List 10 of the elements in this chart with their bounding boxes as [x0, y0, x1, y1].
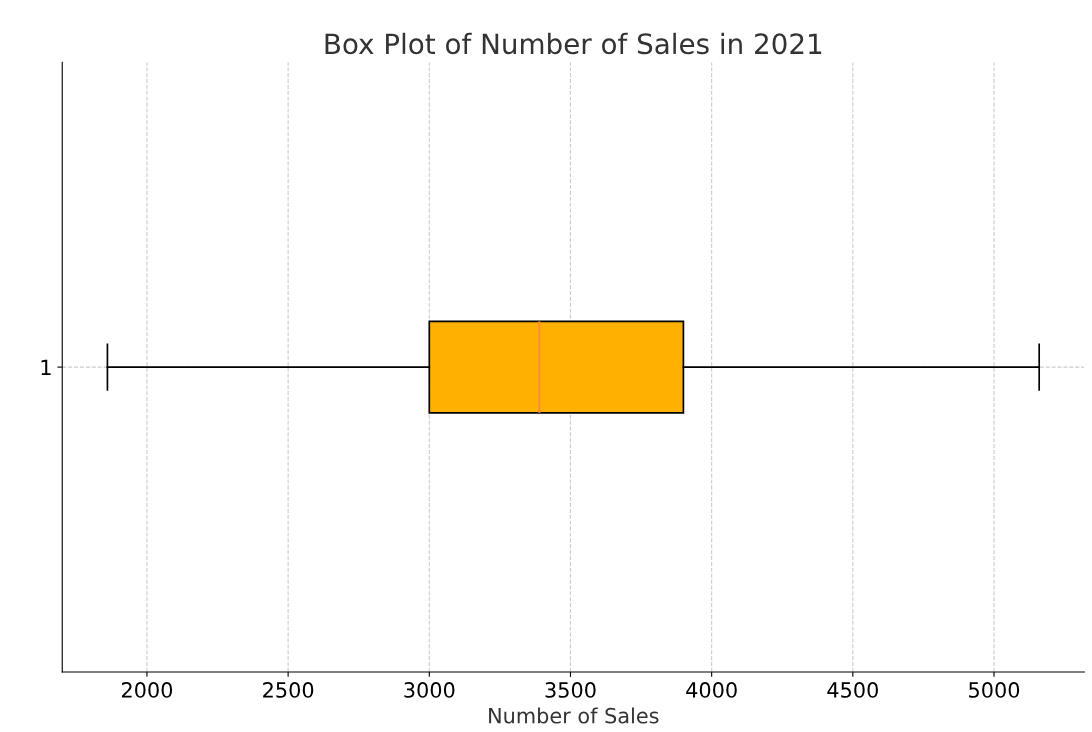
x-tick-label: 2000: [121, 682, 173, 698]
x-tick-label: 4000: [686, 682, 737, 698]
y-tick-label: 1: [41, 359, 51, 376]
chart-title: Box Plot of Number of Sales in 2021: [325, 32, 822, 55]
x-tick-label: 3500: [545, 682, 596, 698]
x-tick-label: 4500: [827, 682, 878, 698]
x-tick-label: 5000: [969, 682, 1020, 698]
x-tick-label: 2500: [263, 682, 314, 698]
x-tick-label: 3000: [404, 682, 455, 698]
x-axis-title: Number of Sales: [489, 707, 659, 724]
